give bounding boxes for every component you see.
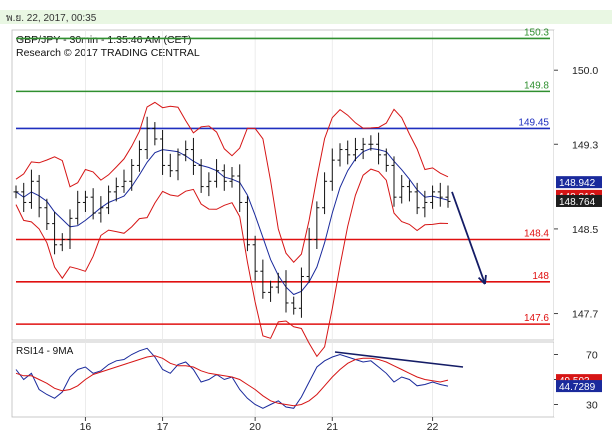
rsi-panel bbox=[11, 341, 555, 418]
rsi-ma-line bbox=[15, 355, 449, 407]
datetime-label: พ.ย. 22, 2017, 00:35 bbox=[6, 13, 97, 24]
x-tick-label: 20 bbox=[249, 421, 261, 433]
rsi-tag-box bbox=[556, 380, 602, 393]
x-tick-label: 22 bbox=[427, 421, 439, 433]
price-panel bbox=[11, 29, 555, 341]
y-tick-label: 149.3 bbox=[572, 139, 598, 151]
level-label: 147.6 bbox=[524, 313, 549, 324]
y-axis-area bbox=[554, 30, 610, 417]
bollinger-upper-line bbox=[15, 101, 449, 263]
levels-layer: 150.3 149.8 149.45 148.4 148 147.6 bbox=[16, 27, 550, 325]
y-tick-label: 150.0 bbox=[572, 65, 598, 77]
rsi-y-tick-label: 30 bbox=[586, 400, 598, 412]
level-label: 149.45 bbox=[518, 117, 549, 128]
x-tick-label: 16 bbox=[80, 421, 92, 433]
price-tag-label: 148.942 bbox=[559, 178, 596, 189]
price-tag-box bbox=[556, 194, 602, 207]
price-tag-label: 148.764 bbox=[559, 197, 596, 208]
rsi-title: RSI14 - 9MA bbox=[16, 346, 74, 357]
forecast-arrow-layer bbox=[451, 191, 487, 285]
price-tag-box bbox=[556, 176, 602, 189]
level-label: 148.4 bbox=[524, 228, 549, 239]
forecast-arrow-shaft bbox=[451, 191, 486, 285]
x-tick-label: 21 bbox=[326, 421, 338, 433]
y-tick-label: 148.5 bbox=[572, 224, 598, 236]
level-label: 150.3 bbox=[524, 27, 549, 38]
rsi-layer: 70503049.50344.7289 bbox=[15, 347, 602, 412]
rsi-y-tick-label: 70 bbox=[586, 350, 598, 362]
forecast-arrow-head bbox=[477, 274, 487, 285]
x-tick-label: 17 bbox=[157, 421, 169, 433]
candles-layer bbox=[13, 116, 451, 318]
research-label: Research © 2017 TRADING CENTRAL bbox=[16, 47, 200, 59]
x-axis: 16 17 20 21 22 bbox=[80, 417, 439, 433]
level-label: 148 bbox=[532, 271, 549, 282]
y-tick-label: 147.7 bbox=[572, 309, 598, 321]
rsi-trendline bbox=[334, 351, 464, 368]
datetime-bar bbox=[0, 10, 612, 24]
price-y-axis: 150.0 149.3 148.5 147.7 bbox=[554, 65, 598, 321]
symbol-label: GBP/JPY - 30min - 1:35:46 AM (CET) bbox=[16, 34, 191, 46]
rsi-tag-label: 44.7289 bbox=[559, 382, 596, 393]
bollinger-lower-line bbox=[15, 168, 449, 358]
level-label: 149.8 bbox=[524, 80, 549, 91]
